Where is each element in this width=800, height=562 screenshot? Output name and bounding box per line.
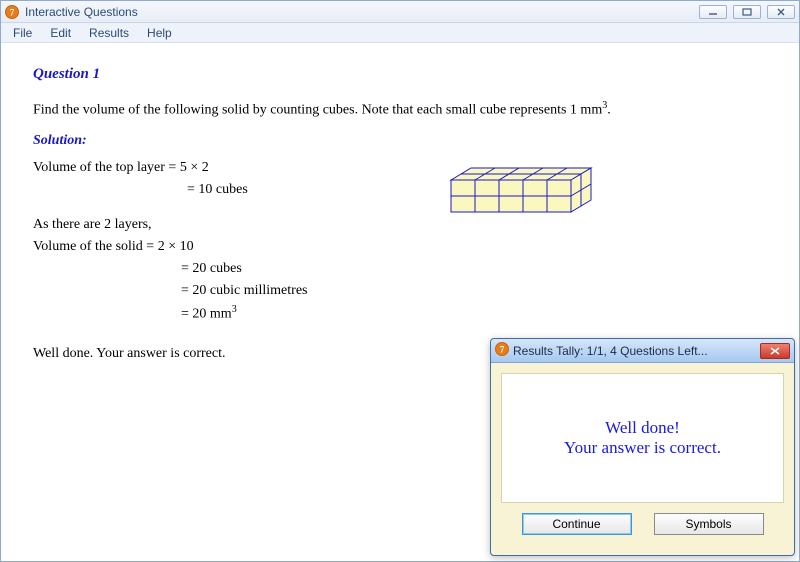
- solution-line-7-text: = 20 mm: [181, 307, 232, 322]
- window-title: Interactive Questions: [25, 5, 138, 19]
- minimize-button[interactable]: [699, 5, 727, 19]
- solution-line-1: Volume of the top layer = 5 × 2: [33, 157, 767, 178]
- dialog-message-line1: Well done!: [605, 418, 680, 438]
- app-window: 7 Interactive Questions File Edit Result…: [0, 0, 800, 562]
- solution-line-6: = 20 cubic millimetres: [33, 280, 767, 301]
- window-controls: [699, 5, 795, 19]
- prompt-text: Find the volume of the following solid b…: [33, 102, 602, 117]
- continue-button[interactable]: Continue: [522, 513, 632, 535]
- results-dialog: 7 Results Tally: 1/1, 4 Questions Left..…: [490, 338, 795, 556]
- prompt-tail: .: [607, 102, 611, 117]
- solution-line-3: As there are 2 layers,: [33, 214, 767, 235]
- menubar: File Edit Results Help: [1, 23, 799, 43]
- menu-file[interactable]: File: [5, 24, 40, 42]
- app-icon: 7: [5, 5, 19, 19]
- dialog-close-button[interactable]: [760, 343, 790, 359]
- question-title: Question 1: [33, 63, 767, 86]
- menu-help[interactable]: Help: [139, 24, 180, 42]
- spacer: [33, 201, 767, 213]
- symbols-button[interactable]: Symbols: [654, 513, 764, 535]
- dialog-buttons: Continue Symbols: [501, 513, 784, 535]
- dialog-message-panel: Well done! Your answer is correct.: [501, 373, 784, 503]
- svg-text:7: 7: [500, 345, 505, 355]
- content-area: Question 1 Find the volume of the follow…: [1, 43, 799, 385]
- solution-label: Solution:: [33, 130, 767, 151]
- titlebar: 7 Interactive Questions: [1, 1, 799, 23]
- solution-line-7-sup: 3: [232, 304, 237, 315]
- solution-line-5: = 20 cubes: [33, 258, 767, 279]
- app-icon-text: 7: [10, 7, 15, 17]
- cube-diagram: [451, 168, 611, 238]
- dialog-app-icon: 7: [495, 342, 509, 359]
- close-button[interactable]: [767, 5, 795, 19]
- solution-line-7: = 20 mm3: [33, 302, 767, 325]
- menu-edit[interactable]: Edit: [42, 24, 79, 42]
- dialog-titlebar: 7 Results Tally: 1/1, 4 Questions Left..…: [491, 339, 794, 363]
- dialog-message-line2: Your answer is correct.: [564, 438, 721, 458]
- solution-line-4: Volume of the solid = 2 × 10: [33, 236, 767, 257]
- menu-results[interactable]: Results: [81, 24, 137, 42]
- question-prompt: Find the volume of the following solid b…: [33, 98, 767, 121]
- dialog-title: Results Tally: 1/1, 4 Questions Left...: [513, 344, 708, 358]
- maximize-button[interactable]: [733, 5, 761, 19]
- solution-line-2: = 10 cubes: [33, 179, 767, 200]
- dialog-body: Well done! Your answer is correct. Conti…: [491, 363, 794, 545]
